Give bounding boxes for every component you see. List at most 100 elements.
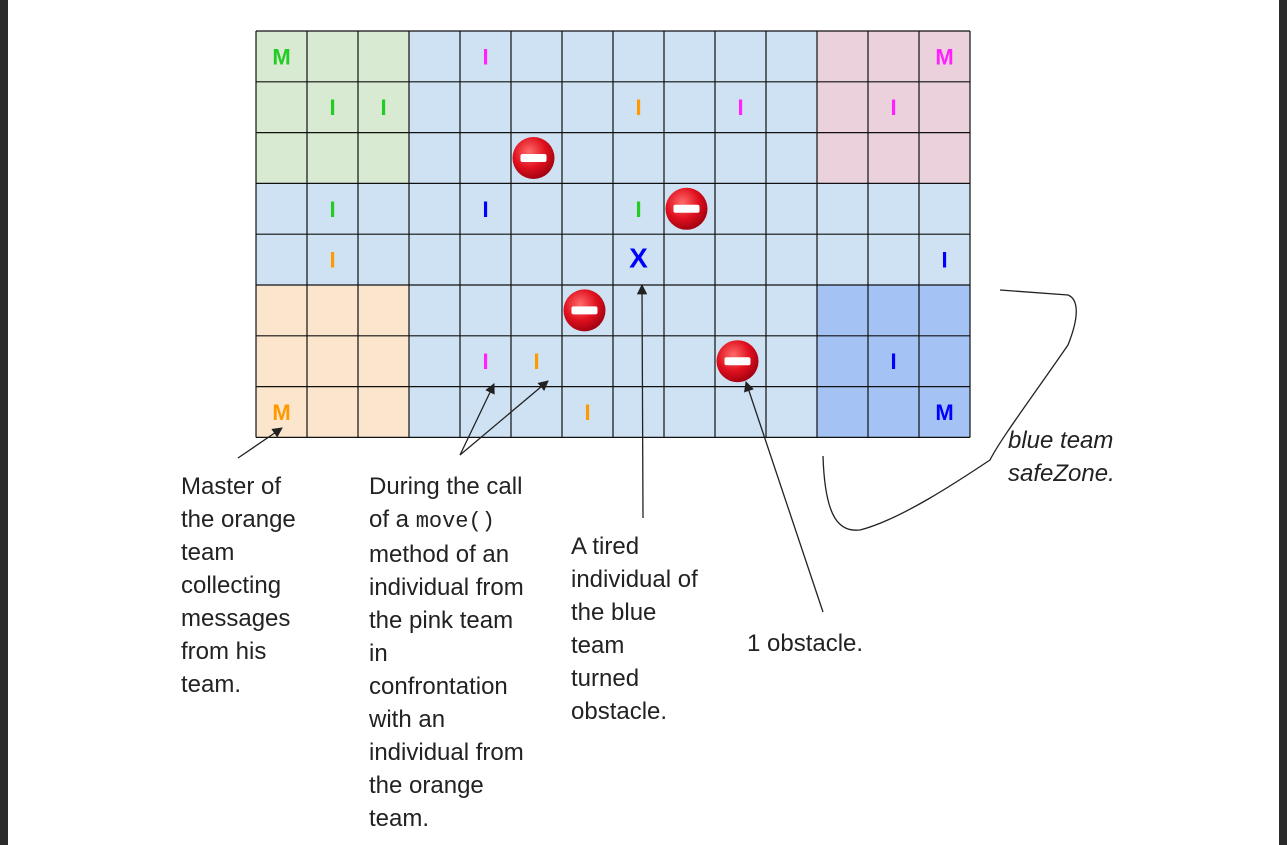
- board-cell: [409, 386, 460, 438]
- orange-individual: I: [635, 95, 641, 120]
- board-cell: [409, 234, 460, 285]
- board-cell: [562, 132, 613, 184]
- board-cell: [868, 183, 919, 235]
- board-cell: [817, 386, 868, 438]
- board-cell: [409, 132, 460, 184]
- board-cell: [868, 81, 919, 133]
- board-cell: [613, 386, 664, 438]
- board-cell: [460, 132, 511, 184]
- board-cell: [358, 234, 409, 285]
- board-cell: [766, 234, 817, 285]
- board-cell: [664, 335, 715, 387]
- board-cell: [817, 285, 868, 336]
- board-cell: [715, 285, 766, 336]
- board-cell: [817, 31, 868, 82]
- board-cell: [460, 234, 511, 285]
- obstacle-icon: [563, 289, 606, 332]
- orange-individual: I: [329, 248, 335, 273]
- board-cell: [307, 386, 358, 438]
- board-cell: [613, 285, 664, 336]
- board-cell: [256, 31, 307, 82]
- tired-individual-annotation: A tired individual of the blue team turn…: [571, 533, 698, 725]
- board-cell: [562, 81, 613, 133]
- board-cell: [511, 335, 562, 387]
- orange-master: M: [272, 400, 290, 425]
- orange-individual: I: [533, 349, 539, 374]
- master-annotation: Master of the orange team collecting mes…: [181, 473, 296, 698]
- green-individual: I: [635, 197, 641, 222]
- board-cell: [256, 335, 307, 387]
- board-cell: [358, 132, 409, 184]
- blue-individual: I: [941, 248, 947, 273]
- board-cell: [409, 31, 460, 82]
- board-cell: [562, 234, 613, 285]
- board-cell: [766, 386, 817, 438]
- board-cell: [817, 335, 868, 387]
- board-cell: [358, 386, 409, 438]
- board-cell: [358, 285, 409, 336]
- board-cell: [766, 81, 817, 133]
- green-master: M: [272, 44, 290, 69]
- board-cell: [562, 183, 613, 235]
- pink-individual: I: [737, 95, 743, 120]
- board-cell: [766, 31, 817, 82]
- board-cell: [460, 285, 511, 336]
- safezone-brace: [822, 289, 1077, 531]
- board-cell: [256, 132, 307, 184]
- green-individual: I: [329, 197, 335, 222]
- obstacle-annotation: 1 obstacle.: [747, 630, 864, 657]
- board-cell: [664, 81, 715, 133]
- board-cell: [868, 285, 919, 336]
- board-cell: [715, 234, 766, 285]
- board-cell: [664, 386, 715, 438]
- board-cell: [460, 81, 511, 133]
- board-cell: [256, 183, 307, 235]
- board-cell: [307, 234, 358, 285]
- board-cell: [766, 132, 817, 184]
- board-cell: [307, 81, 358, 133]
- board-cell: [715, 386, 766, 438]
- arrow-to-tired-individual: [636, 283, 648, 519]
- board-cell: [715, 183, 766, 235]
- board-cell: [715, 81, 766, 133]
- arrow-to-orange-master: [237, 427, 283, 459]
- green-individual: I: [380, 95, 386, 120]
- board-cell: [613, 183, 664, 235]
- board-cell: [562, 335, 613, 387]
- board-cell: [562, 386, 613, 438]
- move-method-code: move(): [415, 509, 495, 534]
- board-cell: [868, 386, 919, 438]
- board-cell: [766, 183, 817, 235]
- board-cell: [919, 132, 970, 184]
- board-cell: [868, 132, 919, 184]
- board-cell: [919, 31, 970, 82]
- move-annotation-text-before: During the call of a: [369, 473, 523, 533]
- board-cell: [613, 132, 664, 184]
- pink-master: M: [935, 44, 953, 69]
- board-cell: [715, 31, 766, 82]
- board-cell: [919, 81, 970, 133]
- board-cell: [919, 335, 970, 387]
- board-cell: [409, 183, 460, 235]
- board-cell: [358, 31, 409, 82]
- board-cell: [868, 31, 919, 82]
- board-cell: [460, 31, 511, 82]
- board-cell: [460, 386, 511, 438]
- board-cell: [664, 132, 715, 184]
- board-cell: [511, 386, 562, 438]
- board-cell: [715, 132, 766, 184]
- board-cell: [919, 234, 970, 285]
- board-cell: [868, 234, 919, 285]
- obstacle-icon: [512, 137, 555, 179]
- pink-individual: I: [482, 44, 488, 69]
- board-cell: [562, 31, 613, 82]
- board-cell: [256, 285, 307, 336]
- green-individual: I: [329, 95, 335, 120]
- pink-individual: I: [890, 95, 896, 120]
- blue-individual: I: [890, 349, 896, 374]
- board-cell: [664, 285, 715, 336]
- board-cell: [307, 132, 358, 184]
- board-cell: [817, 183, 868, 235]
- board-cell: [511, 183, 562, 235]
